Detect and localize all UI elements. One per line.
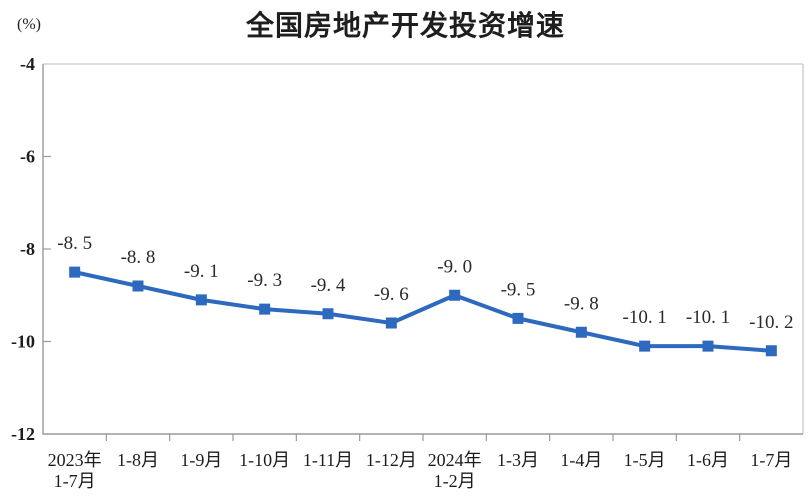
y-axis-tick-label: -12 <box>11 424 35 444</box>
data-point-marker <box>512 312 524 324</box>
series-line <box>74 270 772 353</box>
x-axis-category-label: 1-2月 <box>434 471 476 491</box>
data-point-marker <box>132 280 144 292</box>
data-point-label: -9. 4 <box>311 275 346 296</box>
data-point-label: -9. 1 <box>184 261 219 282</box>
data-point-label: -9. 0 <box>437 256 472 277</box>
data-point-label: -9. 6 <box>374 284 409 305</box>
data-point-marker <box>69 266 81 278</box>
x-axis-category-label: 2023年 <box>48 450 102 470</box>
data-point-label: -8. 5 <box>57 233 92 254</box>
x-axis-category-label: 1-5月 <box>624 450 666 470</box>
x-axis-category-label: 1-11月 <box>303 450 353 470</box>
data-point-marker <box>639 340 651 352</box>
data-point-marker <box>449 289 461 301</box>
data-point-marker <box>195 294 207 306</box>
data-point-label: -10. 2 <box>749 312 793 333</box>
x-axis-category-label: 1-6月 <box>687 450 729 470</box>
data-point-marker <box>385 317 397 329</box>
chart-title: 全国房地产开发投资增速 <box>245 10 565 41</box>
x-axis-category-label: 1-8月 <box>117 450 159 470</box>
data-point-label: -10. 1 <box>623 307 667 328</box>
data-point-marker <box>765 345 777 357</box>
data-point-label: -9. 8 <box>564 293 599 314</box>
data-point-marker <box>259 303 271 315</box>
x-axis-category-label: 2024年 <box>428 450 482 470</box>
y-axis-tick-label: -4 <box>20 54 35 74</box>
data-point-marker <box>322 308 334 320</box>
x-axis-category-label: 1-7月 <box>750 450 792 470</box>
y-axis-tick-label: -8 <box>20 239 35 259</box>
data-point-marker <box>575 326 587 338</box>
x-axis-category-label: 1-4月 <box>560 450 602 470</box>
y-axis-tick-label: -10 <box>11 332 35 352</box>
x-axis-category-label: 1-3月 <box>497 450 539 470</box>
x-axis-category-label: 1-9月 <box>180 450 222 470</box>
data-point-label: -9. 3 <box>247 270 282 291</box>
data-point-marker <box>702 340 714 352</box>
x-axis-category-label: 1-12月 <box>366 450 417 470</box>
y-axis-tick-label: -6 <box>20 147 35 167</box>
x-axis-category-label: 1-7月 <box>54 471 96 491</box>
data-point-label: -9. 5 <box>501 279 536 300</box>
data-point-label: -8. 8 <box>121 247 156 268</box>
data-point-label: -10. 1 <box>686 307 730 328</box>
y-axis-unit-label: (%) <box>17 16 41 33</box>
x-axis-category-label: 1-10月 <box>239 450 290 470</box>
